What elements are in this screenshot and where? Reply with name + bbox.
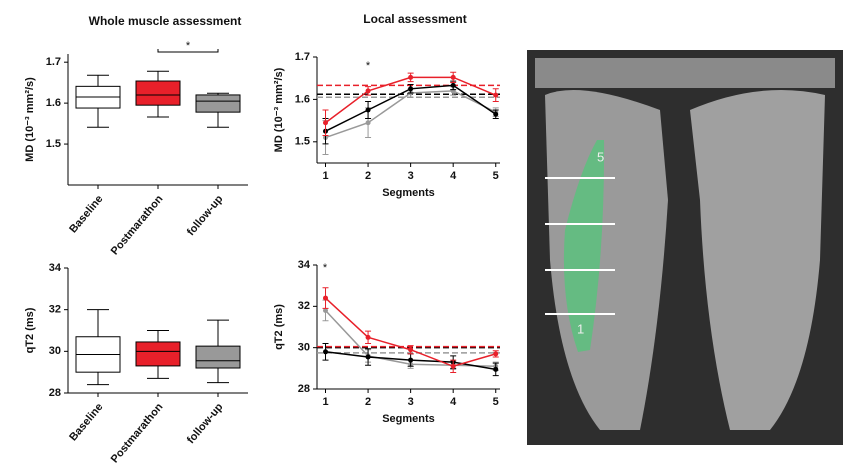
y-tick-label: 1.6 [295, 93, 310, 105]
y-tick-label: 1.7 [295, 51, 310, 63]
point [323, 307, 329, 313]
point [408, 357, 414, 363]
y-tick-label: 34 [298, 259, 311, 271]
point [323, 120, 329, 126]
point [493, 111, 499, 117]
point [323, 349, 329, 355]
y-tick-label: 32 [49, 304, 61, 316]
y-tick-label: 1.7 [46, 56, 61, 68]
point [365, 120, 371, 126]
y-axis-label: MD (10⁻³ mm²/s) [273, 67, 285, 152]
y-tick-label: 1.6 [46, 97, 61, 109]
image-region [535, 58, 835, 88]
point [408, 86, 414, 92]
x-tick-label: Postmarathon [109, 401, 166, 466]
x-tick-label: Baseline [67, 193, 105, 235]
x-tick-label: 1 [322, 396, 328, 408]
significance-bracket [157, 49, 219, 53]
box [135, 80, 181, 106]
box [135, 341, 181, 367]
x-tick-label: 2 [365, 170, 371, 182]
x-tick-label: 5 [493, 170, 499, 182]
thigh-right [690, 90, 825, 430]
point [493, 351, 499, 357]
x-axis-label: Segments [382, 187, 435, 199]
point [408, 347, 414, 353]
annotation: * [366, 60, 371, 72]
point [450, 363, 456, 369]
y-tick-label: 1.5 [295, 136, 310, 148]
y-tick-label: 30 [298, 342, 310, 354]
y-tick-label: 30 [49, 345, 61, 357]
annotation: * [323, 262, 328, 274]
heading: Local assessment [363, 12, 466, 26]
y-axis-label: qT2 (ms) [273, 304, 285, 350]
point [450, 74, 456, 80]
x-tick-label: Postmarathon [109, 193, 166, 258]
y-tick-label: 32 [298, 300, 310, 312]
y-tick-label: 1.5 [46, 138, 61, 150]
x-tick-label: 3 [408, 396, 414, 408]
x-tick-label: 5 [493, 396, 499, 408]
box [195, 345, 241, 369]
point [493, 92, 499, 98]
point [323, 295, 329, 301]
point [408, 74, 414, 80]
box [195, 94, 241, 113]
x-tick-label: follow-up [185, 193, 226, 238]
x-tick-label: 4 [450, 396, 457, 408]
x-axis-label: Segments [382, 413, 435, 425]
annotation: * [186, 40, 191, 52]
point [365, 88, 371, 94]
point [365, 334, 371, 340]
segment-label: 5 [597, 149, 604, 164]
y-axis-label: qT2 (ms) [24, 307, 36, 353]
y-axis-label: MD (10⁻³ mm²/s) [24, 77, 36, 162]
x-tick-label: Baseline [67, 401, 105, 443]
segment-label: 1 [577, 321, 584, 336]
point [493, 366, 499, 372]
point [450, 82, 456, 88]
heading: Whole muscle assessment [89, 14, 242, 28]
x-tick-label: 1 [322, 170, 328, 182]
x-tick-label: 3 [408, 170, 414, 182]
x-tick-label: 4 [450, 170, 457, 182]
mri-image: 5 1 [527, 50, 843, 445]
x-tick-label: follow-up [185, 401, 226, 446]
point [365, 354, 371, 360]
y-tick-label: 34 [49, 262, 62, 274]
muscle-segmentation [563, 140, 605, 352]
x-tick-label: 2 [365, 396, 371, 408]
point [365, 107, 371, 113]
y-tick-label: 28 [49, 387, 61, 399]
y-tick-label: 28 [298, 383, 310, 395]
